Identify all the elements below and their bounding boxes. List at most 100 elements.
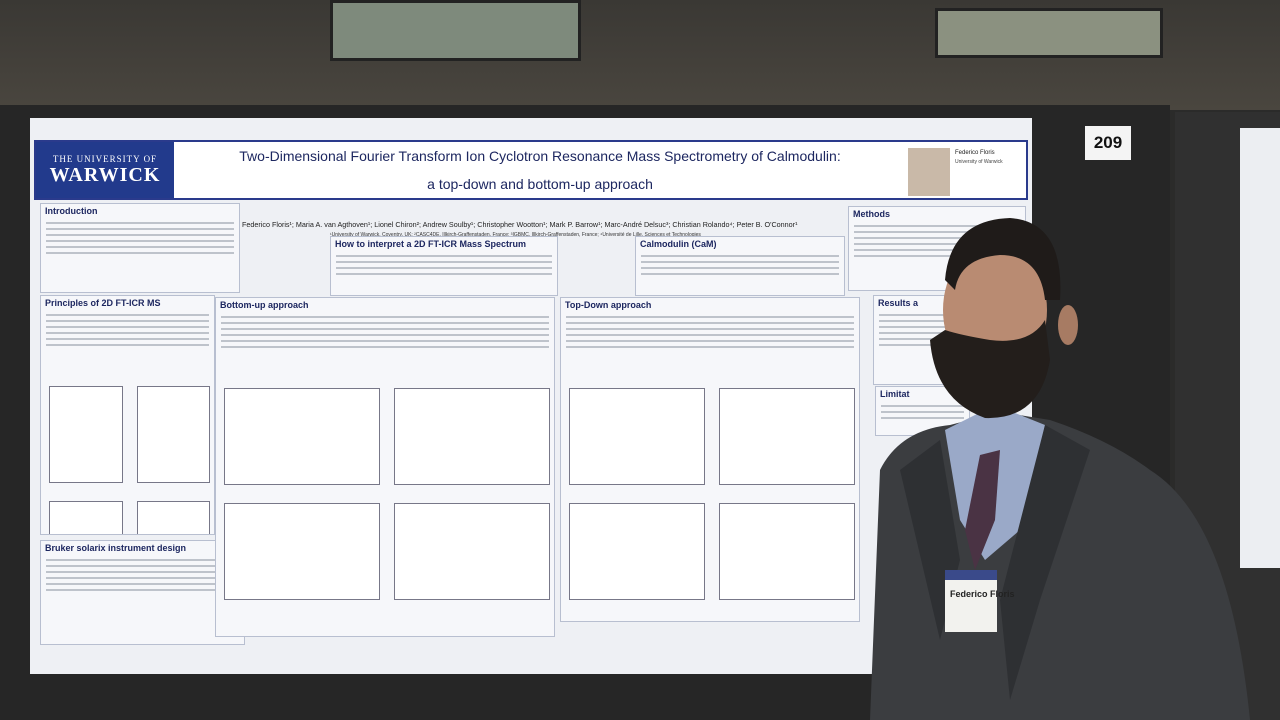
text-line: [641, 261, 839, 263]
text-line: [221, 340, 549, 342]
poster-section: How to interpret a 2D FT-ICR Mass Spectr…: [330, 236, 558, 296]
text-line: [854, 243, 1020, 245]
text-line: [46, 252, 234, 254]
text-line: [336, 255, 552, 257]
poster-header: [34, 140, 1028, 200]
section-heading: Bottom-up approach: [220, 300, 309, 310]
text-line: [854, 225, 1020, 227]
text-line: [881, 405, 964, 407]
poster-section: Top-Down approach: [560, 297, 860, 622]
text-line: [881, 417, 964, 419]
badge-band: [945, 570, 997, 580]
figure: [136, 386, 210, 483]
authors: Federico Floris¹; Maria A. van Agthoven¹…: [242, 220, 798, 229]
text-line: [879, 326, 967, 328]
figure: [394, 503, 550, 600]
figure: [224, 503, 380, 600]
text-line: [46, 583, 239, 585]
text-line: [336, 267, 552, 269]
text-line: [221, 334, 549, 336]
text-line: [879, 344, 967, 346]
figure: [49, 386, 123, 483]
text-line: [881, 411, 964, 413]
text-line: [221, 316, 549, 318]
section-heading: Introduction: [45, 206, 98, 216]
poster-section: Bruker solarix instrument design: [40, 540, 245, 645]
text-line: [566, 316, 854, 318]
text-line: [854, 249, 1020, 251]
figure: [224, 388, 380, 485]
affiliations: ¹University of Warwick, Coventry, UK; ²C…: [330, 232, 701, 238]
section-heading: Results a: [878, 298, 919, 308]
figure: [569, 388, 705, 485]
ear: [1058, 305, 1078, 345]
text-line: [221, 322, 549, 324]
window: [935, 8, 1163, 58]
text-line: [641, 255, 839, 257]
text-line: [879, 314, 967, 316]
figure: [719, 388, 855, 485]
contact-org: University of Warwick: [955, 159, 1003, 165]
badge-name: Federico Floris: [950, 589, 1015, 599]
text-line: [566, 334, 854, 336]
text-line: [566, 346, 854, 348]
logo-text: WARWICK: [49, 164, 161, 186]
text-line: [46, 314, 209, 316]
badge: [945, 570, 997, 632]
beard: [930, 320, 1050, 419]
text-line: [566, 340, 854, 342]
text-line: [46, 571, 239, 573]
text-line: [46, 565, 239, 567]
text-line: [641, 273, 839, 275]
text-line: [46, 344, 209, 346]
contact-photo: [908, 148, 950, 196]
text-line: [566, 322, 854, 324]
poster-section: Principles of 2D FT-ICR MS: [40, 295, 215, 535]
text-line: [221, 346, 549, 348]
text-line: [46, 222, 234, 224]
figure: [719, 503, 855, 600]
text-line: [854, 255, 1020, 257]
poster-section: Bottom-up approach: [215, 297, 555, 637]
text-line: [879, 338, 967, 340]
hair: [945, 218, 1061, 300]
poster-section: Calmodulin (CaM): [635, 236, 845, 296]
figure: [394, 388, 550, 485]
text-line: [879, 320, 967, 322]
figure: [136, 501, 210, 534]
text-line: [46, 338, 209, 340]
text-line: [46, 326, 209, 328]
text-line: [854, 237, 1020, 239]
lapel: [1000, 425, 1090, 700]
section-heading: Calmodulin (CaM): [640, 239, 717, 249]
text-line: [46, 234, 234, 236]
text-line: [46, 240, 234, 242]
section-heading: Limitat: [880, 389, 910, 399]
text-line: [46, 320, 209, 322]
section-heading: How to interpret a 2D FT-ICR Mass Spectr…: [335, 239, 527, 249]
section-heading: Principles of 2D FT-ICR MS: [45, 298, 161, 308]
logo: THE UNIVERSITY OF WARWICK: [36, 142, 174, 198]
text-line: [46, 577, 239, 579]
logo-text: THE UNIVERSITY OF: [52, 154, 158, 164]
figure: [569, 503, 705, 600]
neighbour-poster: [1240, 128, 1280, 568]
text-line: [46, 559, 239, 561]
text-line: [46, 246, 234, 248]
text-line: [221, 328, 549, 330]
tie: [965, 450, 1000, 570]
text-line: [46, 332, 209, 334]
text-line: [46, 589, 239, 591]
text-line: [566, 328, 854, 330]
booth-number: 209: [1085, 126, 1131, 160]
section-heading: Methods: [853, 209, 890, 219]
section-heading: Bruker solarix instrument design: [45, 543, 187, 553]
text-line: [879, 332, 967, 334]
contact-name: Federico Floris: [955, 150, 995, 156]
figure: [49, 501, 123, 534]
section-heading: Top-Down approach: [565, 300, 652, 310]
text-line: [336, 273, 552, 275]
window: [330, 0, 581, 61]
